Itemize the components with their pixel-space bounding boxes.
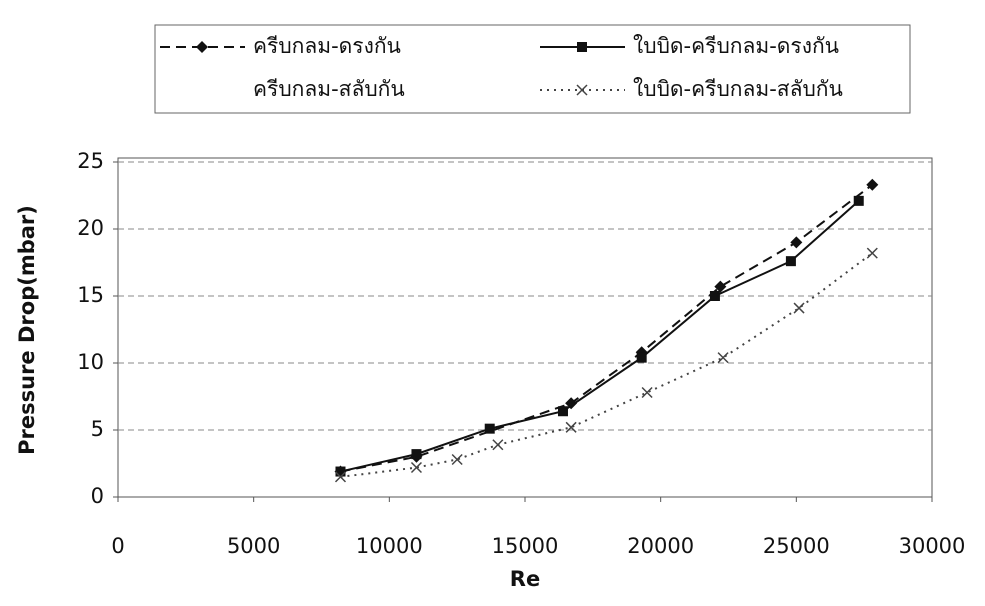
legend-box — [154, 24, 911, 114]
x-tick-label: 5000 — [227, 534, 280, 558]
marker — [411, 449, 422, 460]
legend-label: ใบบิด-ครีบกลม-สลับกัน — [633, 77, 843, 101]
marker — [717, 352, 729, 364]
series-line — [340, 252, 873, 478]
marker — [557, 406, 568, 417]
y-axis-label: Pressure Drop(mbar) — [15, 205, 39, 455]
y-tick-label: 20 — [77, 216, 104, 240]
marker — [714, 280, 727, 293]
x-tick-label: 10000 — [356, 534, 423, 558]
marker — [853, 195, 864, 206]
marker — [641, 386, 653, 399]
marker — [709, 291, 720, 301]
x-tick-label: 0 — [111, 534, 124, 558]
y-tick-label: 0 — [91, 484, 104, 508]
marker — [492, 439, 504, 451]
marker — [484, 423, 495, 434]
marker — [334, 471, 347, 483]
legend-label: ครีบกลม-สลับกัน — [253, 77, 405, 101]
marker — [410, 461, 422, 474]
x-tick-label: 30000 — [899, 534, 966, 558]
legend-label: ใบบิด-ครีบกลม-ดรงกัน — [633, 34, 839, 58]
marker — [196, 41, 208, 53]
y-tick-label: 10 — [77, 350, 104, 374]
marker — [636, 352, 647, 363]
legend-label: ครีบกลม-ดรงกัน — [253, 34, 401, 58]
marker — [866, 247, 878, 259]
x-tick-label: 15000 — [492, 534, 559, 558]
marker — [451, 453, 463, 466]
y-tick-label: 25 — [77, 149, 104, 173]
y-tick-label: 5 — [91, 417, 104, 441]
x-axis-label: Re — [510, 567, 540, 591]
marker — [790, 236, 803, 249]
plot-area — [117, 157, 933, 498]
marker — [335, 466, 346, 477]
series-line — [340, 183, 873, 473]
marker — [577, 42, 587, 52]
marker — [785, 256, 796, 267]
series-line — [340, 200, 860, 473]
marker — [793, 302, 805, 314]
marker — [565, 421, 577, 433]
marker — [576, 84, 588, 96]
marker — [565, 397, 578, 410]
x-tick-label: 25000 — [763, 534, 830, 558]
marker — [866, 178, 879, 191]
x-tick-label: 20000 — [627, 534, 694, 558]
y-tick-label: 15 — [77, 283, 104, 307]
